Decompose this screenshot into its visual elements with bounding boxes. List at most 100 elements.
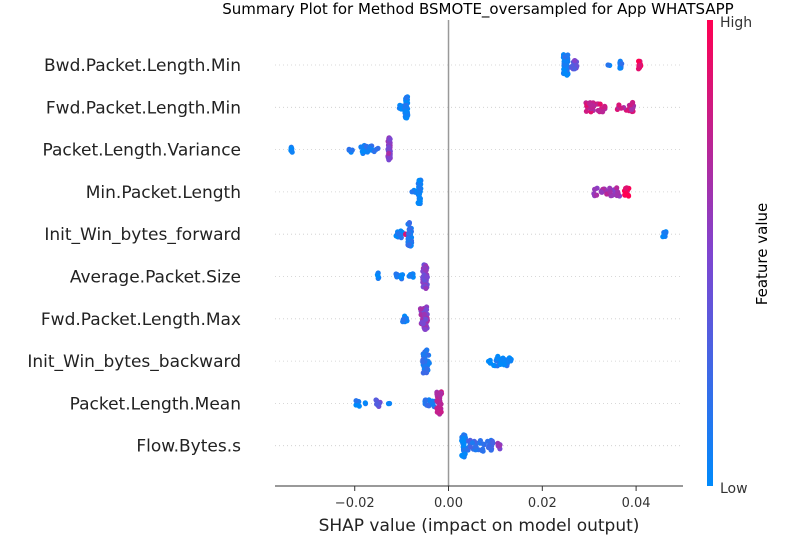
shap-point [374, 401, 380, 407]
shap-point [429, 399, 435, 405]
shap-point [437, 392, 443, 398]
shap-point [422, 326, 428, 332]
shap-point [404, 115, 410, 121]
shap-point [487, 360, 493, 366]
shap-point [605, 62, 611, 68]
shap-point [588, 102, 594, 108]
shap-point [438, 409, 444, 415]
shap-point [425, 402, 431, 409]
shap-point [629, 107, 635, 113]
shap-point [434, 409, 440, 415]
shap-point [356, 403, 362, 409]
feature-label: Flow.Bytes.s [136, 437, 241, 457]
shap-point [422, 266, 428, 273]
x-axis-label: SHAP value (impact on model output) [319, 516, 640, 536]
shap-point [485, 444, 492, 451]
shap-point [477, 438, 483, 444]
colorbar-high-label: High [720, 15, 752, 31]
shap-point [419, 320, 425, 326]
shap-point [353, 398, 359, 404]
shap-point [403, 95, 409, 101]
shap-point [562, 70, 568, 76]
shap-point [438, 401, 444, 407]
shap-point [406, 220, 412, 226]
feature-label: Fwd.Packet.Length.Max [41, 310, 241, 330]
shap-point [595, 107, 601, 114]
shap-point [386, 150, 392, 156]
shap-point [403, 109, 409, 115]
shap-point [572, 66, 578, 72]
shap-point [423, 285, 429, 291]
shap-point [375, 273, 381, 279]
shap-point [607, 189, 613, 195]
shap-point [629, 100, 635, 106]
shap-point [501, 362, 507, 368]
shap-point [663, 230, 669, 236]
shap-point [597, 101, 603, 107]
feature-label: Packet.Length.Mean [70, 394, 241, 414]
shap-point [416, 182, 422, 188]
shap-point [421, 311, 427, 317]
chart-title: Summary Plot for Method BSMOTE_oversampl… [222, 0, 733, 19]
shap-point [403, 99, 409, 105]
shap-point [406, 242, 412, 248]
shap-point [614, 185, 620, 191]
shap-point [497, 443, 503, 449]
shap-point [485, 438, 491, 444]
shap-point [624, 192, 630, 198]
x-tick-label: 0.04 [622, 496, 651, 511]
feature-label: Packet.Length.Variance [43, 141, 242, 161]
shap-point [405, 236, 411, 242]
shap-point [358, 144, 364, 150]
colorbar-low-label: Low [720, 481, 748, 497]
x-tick-label: −0.02 [335, 496, 375, 511]
colorbar-title: Feature value [753, 203, 771, 305]
shap-point [394, 274, 400, 280]
shap-point [373, 397, 379, 403]
shap-point [480, 441, 487, 447]
shap-point [480, 446, 486, 452]
feature-labels: Bwd.Packet.Length.Min Fwd.Packet.Length.M… [27, 56, 241, 457]
shap-point [435, 398, 441, 404]
shap-point [420, 351, 426, 357]
shap-point [387, 400, 393, 407]
shap-point [572, 58, 578, 64]
shap-point [398, 274, 404, 280]
shap-point [423, 370, 430, 376]
shap-point [636, 58, 642, 64]
shap-point [401, 316, 407, 322]
shap-point [459, 452, 465, 458]
shap-point [598, 189, 604, 195]
shap-point [615, 189, 621, 195]
shap-point [564, 58, 570, 64]
shap-point [424, 366, 430, 372]
shap-point [423, 307, 430, 313]
shap-point [494, 356, 500, 362]
shap-point [617, 65, 623, 71]
shap-point [501, 358, 507, 364]
x-tick-label: 0.00 [434, 496, 463, 511]
shap-point [472, 444, 478, 450]
shap-point [289, 149, 295, 155]
shap-point [406, 230, 412, 236]
shap-point [366, 145, 373, 151]
shap-points [288, 52, 669, 460]
shap-point [619, 61, 625, 67]
shap-point [565, 52, 571, 58]
shap-point [424, 347, 430, 353]
shap-point [371, 148, 377, 155]
x-axis-ticks: −0.02 0.00 0.02 0.04 [335, 486, 651, 511]
shap-point [404, 104, 410, 110]
shap-point [508, 358, 514, 364]
shap-point [415, 200, 421, 206]
shap-point [346, 146, 352, 152]
shap-point [416, 178, 422, 184]
shap-point [583, 108, 590, 114]
shap-point [418, 306, 424, 312]
shap-point [616, 102, 622, 108]
shap-point [387, 136, 393, 142]
feature-label: Average.Packet.Size [70, 268, 241, 288]
shap-point [362, 400, 368, 406]
